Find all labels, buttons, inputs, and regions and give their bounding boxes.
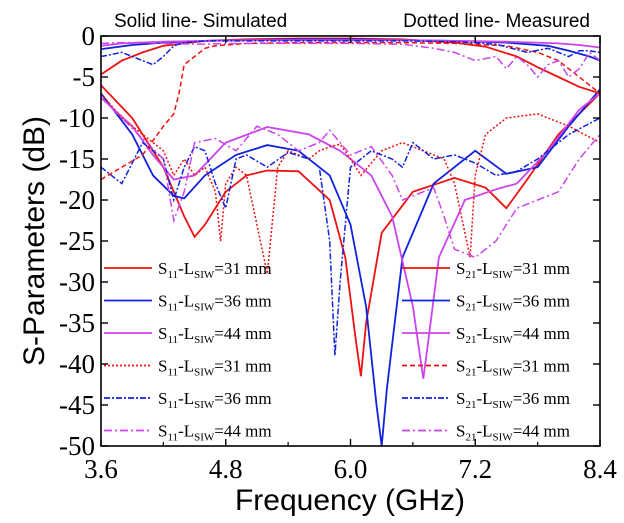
y-axis-label: S-Parameters (dB) xyxy=(18,116,51,366)
x-tick-label: 6.0 xyxy=(334,454,368,484)
legend-label: S21-LSIW=44 mm xyxy=(456,324,570,346)
y-tick-label: -25 xyxy=(59,226,95,256)
header-left: Solid line- Simulated xyxy=(114,11,287,32)
legend-label: S21-LSIW=36 mm xyxy=(456,389,570,411)
x-axis-label: Frequency (GHz) xyxy=(235,484,465,517)
series-line-2 xyxy=(101,88,600,446)
y-tick-label: -15 xyxy=(59,144,95,174)
header-right: Dotted line- Measured xyxy=(403,11,590,32)
series-line-5 xyxy=(101,117,600,356)
y-tick-label: -10 xyxy=(59,103,95,133)
legend-label: S11-LSIW=31 mm xyxy=(158,357,272,379)
tick-layer: 3.6 4.8 6.0 7.2 8.4 0 -5 -10 -15 -20 -25 -30 -35 -40 -… xyxy=(59,21,617,484)
legend-label: S11-LSIW=44 mm xyxy=(158,324,272,346)
y-tick-label: -5 xyxy=(73,62,96,92)
x-tick-label: 8.4 xyxy=(583,454,617,484)
series-line-6 xyxy=(101,96,600,259)
series-line-4 xyxy=(101,92,600,274)
legend-label: S21-LSIW=31 mm xyxy=(456,357,570,379)
legend-label: S11-LSIW=44 mm xyxy=(158,422,272,444)
series-line-10 xyxy=(101,41,600,181)
series-line-12 xyxy=(101,41,600,79)
legend-layer: S11-LSIW=31 mm S11-LSIW=36 mm S11-LSIW=44 … xyxy=(104,259,570,444)
y-tick-label: 0 xyxy=(82,21,96,51)
y-tick-label: -50 xyxy=(59,431,95,461)
y-tick-label: -20 xyxy=(59,185,95,215)
series-line-7 xyxy=(101,37,600,95)
legend-label: S21-LSIW=36 mm xyxy=(456,292,570,314)
y-tick-label: -35 xyxy=(59,308,95,338)
legend-label: S11-LSIW=31 mm xyxy=(158,259,272,281)
x-tick-label: 4.8 xyxy=(209,454,243,484)
plot-frame xyxy=(100,35,601,447)
y-tick-label: -45 xyxy=(59,390,95,420)
series-layer xyxy=(101,37,600,446)
x-tick-label: 3.6 xyxy=(84,454,118,484)
legend-label: S11-LSIW=36 mm xyxy=(158,389,272,411)
series-line-1 xyxy=(101,84,600,377)
legend-label: S21-LSIW=31 mm xyxy=(456,259,570,281)
series-line-11 xyxy=(101,40,600,66)
legend-label: S21-LSIW=44 mm xyxy=(456,422,570,444)
x-tick-label: 7.2 xyxy=(458,454,492,484)
y-tick-label: -30 xyxy=(59,267,95,297)
y-tick-label: -40 xyxy=(59,349,95,379)
legend-label: S11-LSIW=36 mm xyxy=(158,292,272,314)
